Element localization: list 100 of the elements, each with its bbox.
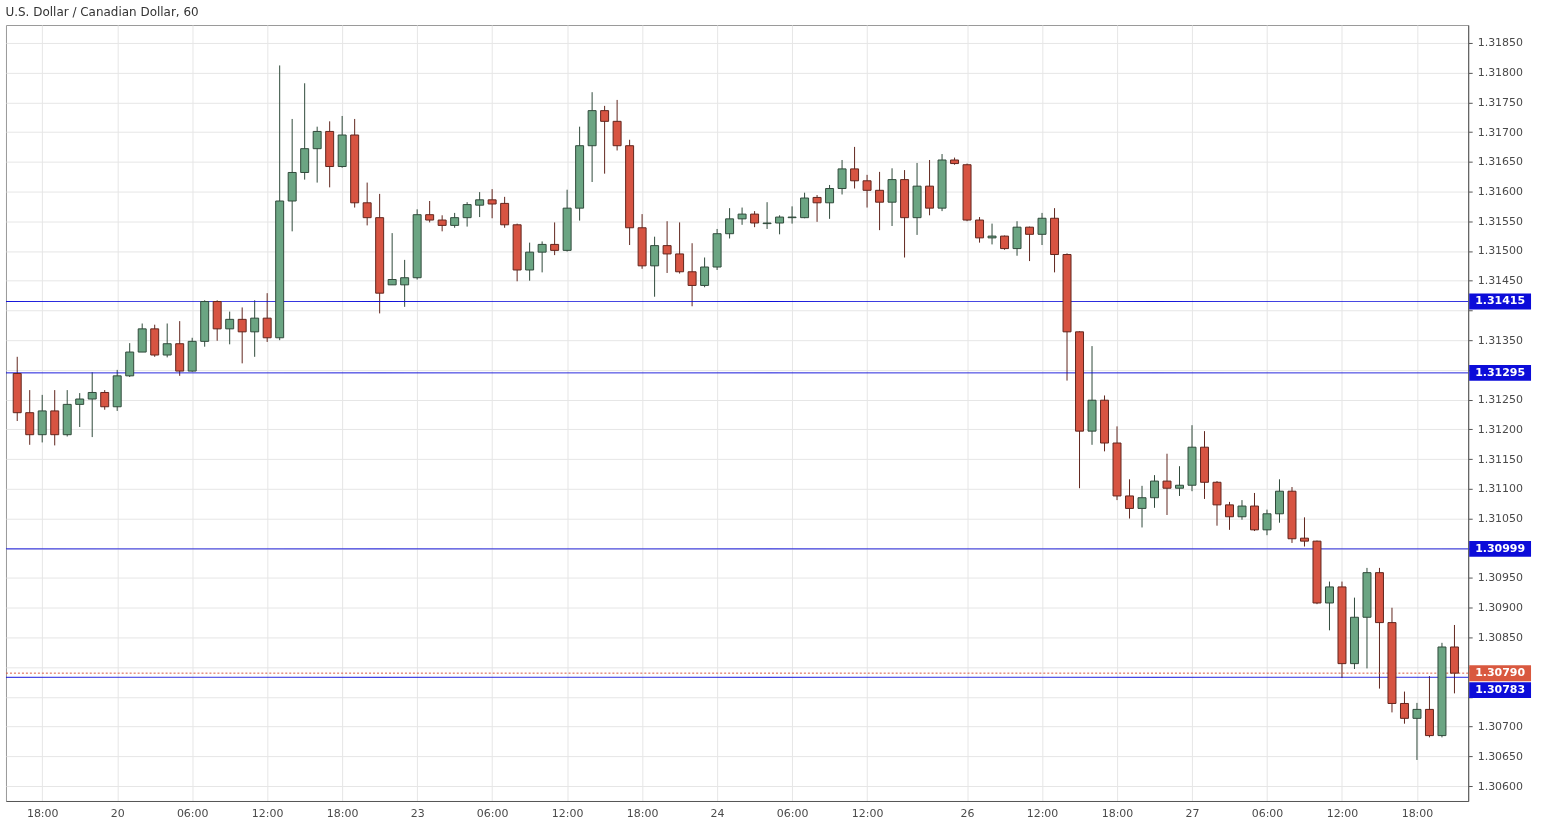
candlestick	[1037, 212, 1047, 246]
x-tick-label: 18:00	[26, 807, 59, 821]
candlestick	[362, 182, 372, 226]
candlestick	[862, 174, 872, 209]
candlestick	[687, 242, 697, 307]
x-tick-label: 12:00	[851, 807, 884, 821]
x-tick-label: 18:00	[1401, 807, 1434, 821]
candlestick	[662, 220, 672, 274]
x-tick-label: 06:00	[176, 807, 209, 821]
y-tick-label: 1.31450	[1477, 274, 1524, 288]
x-tick-label: 12:00	[1026, 807, 1059, 821]
candlestick	[1125, 478, 1135, 520]
candlestick	[1237, 499, 1247, 521]
y-tick-label: 1.30850	[1477, 630, 1524, 644]
candlestick	[762, 201, 772, 230]
ref-line-label: 1.31415	[1475, 294, 1526, 308]
candlestick	[825, 184, 835, 220]
x-tick-label: 18:00	[1101, 807, 1134, 821]
y-tick-label: 1.30700	[1477, 720, 1524, 734]
y-tick-label: 1.30950	[1477, 571, 1524, 585]
candlestick	[1212, 480, 1222, 527]
x-tick-label: 06:00	[1251, 807, 1284, 821]
candlestick	[1025, 226, 1035, 262]
candlestick	[387, 232, 397, 286]
ref-line-label: 1.31295	[1475, 365, 1526, 379]
y-tick-label: 1.31600	[1477, 184, 1524, 198]
candlestick	[462, 201, 472, 228]
candlestick	[500, 196, 510, 229]
x-tick-label: 12:00	[1326, 807, 1359, 821]
x-tick-label: 20	[110, 807, 125, 821]
candlestick	[100, 389, 110, 411]
candlestick	[475, 191, 485, 218]
x-tick-label: 12:00	[551, 807, 584, 821]
candlestick	[312, 126, 322, 184]
candlestick	[1225, 501, 1234, 531]
candlestick	[225, 311, 235, 345]
candlestick	[700, 257, 710, 288]
x-tick-label: 12:00	[251, 807, 284, 821]
candlestick	[1175, 465, 1184, 497]
candlestick	[725, 207, 735, 239]
candlestick	[487, 188, 497, 219]
candlestick	[537, 240, 547, 273]
ref-line-label: 1.30783	[1475, 683, 1526, 697]
candlestick	[550, 221, 560, 256]
candlestick	[887, 167, 897, 227]
ref-line-label: 1.30790	[1475, 666, 1526, 680]
candlestick	[1262, 509, 1272, 536]
candlestick	[987, 223, 997, 245]
x-tick-label: 06:00	[776, 807, 809, 821]
candlestick	[1300, 516, 1309, 547]
x-tick-label: 24	[710, 807, 725, 821]
candlestick	[1012, 220, 1022, 257]
x-tick-label: 23	[410, 807, 425, 821]
candlestick	[1412, 702, 1422, 761]
candlestick	[37, 394, 47, 443]
x-tick-label: 18:00	[326, 807, 359, 821]
candlestick	[975, 216, 985, 244]
candlestick	[437, 214, 447, 232]
candlestick	[125, 342, 135, 378]
candlestick	[875, 171, 885, 231]
y-tick-label: 1.30900	[1477, 601, 1524, 615]
candlestick	[425, 200, 435, 223]
y-tick-label: 1.31800	[1477, 66, 1524, 80]
candlestick	[50, 389, 60, 446]
candlestick	[400, 259, 410, 308]
y-tick-label: 1.31750	[1477, 95, 1524, 109]
candlestick	[837, 159, 847, 195]
y-tick-label: 1.31550	[1477, 214, 1524, 228]
candlestick	[1137, 485, 1147, 528]
y-tick-label: 1.31200	[1477, 422, 1524, 436]
candlestick	[250, 299, 260, 358]
y-tick-label: 1.31250	[1477, 393, 1524, 407]
candlestick	[1150, 474, 1159, 509]
candlestick	[75, 392, 85, 428]
x-tick-label: 26	[960, 807, 975, 821]
candlestick	[675, 221, 685, 275]
candlestick	[162, 323, 172, 358]
candlestick	[525, 242, 535, 282]
y-tick-label: 1.31100	[1477, 482, 1524, 496]
candlestick	[925, 159, 935, 216]
y-tick-label: 1.31050	[1477, 512, 1524, 526]
y-tick-label: 1.31350	[1477, 333, 1524, 347]
candlestick	[1399, 691, 1409, 725]
y-tick-label: 1.31150	[1477, 452, 1524, 466]
chart-title: U.S. Dollar / Canadian Dollar, 60	[5, 5, 199, 20]
candlestick	[1324, 581, 1334, 631]
candlestick	[737, 207, 747, 226]
candlestick	[1162, 453, 1172, 516]
candlestick	[262, 292, 272, 343]
candlestick	[850, 146, 860, 190]
y-tick-label: 1.31700	[1477, 125, 1524, 139]
candlestick	[812, 194, 822, 223]
ref-line-label: 1.30999	[1475, 541, 1526, 555]
candlestick	[650, 236, 660, 298]
candlestick	[787, 205, 797, 225]
candlestick	[87, 371, 97, 438]
x-tick-label: 27	[1185, 807, 1200, 821]
x-tick-label: 06:00	[476, 807, 509, 821]
y-tick-label: 1.30650	[1477, 749, 1524, 763]
y-tick-label: 1.31850	[1477, 36, 1524, 50]
